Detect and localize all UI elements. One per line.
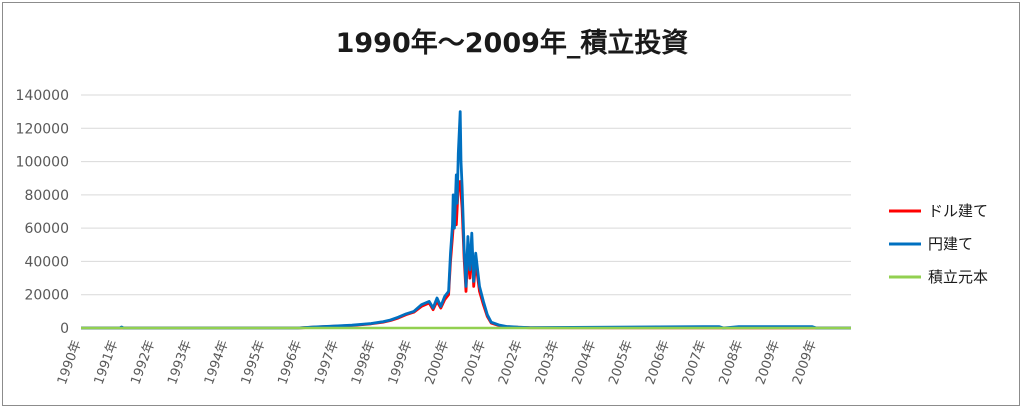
legend-label: 積立元本 — [928, 268, 988, 286]
gridlines — [81, 94, 851, 329]
x-tick-label: 2009年 — [753, 338, 783, 386]
x-tick-label: 1994年 — [202, 338, 232, 386]
x-tick-label: 2000年 — [422, 338, 452, 386]
x-tick-label: 1998年 — [349, 338, 379, 386]
x-tick-label: 1992年 — [128, 338, 158, 386]
x-tick-label: 1995年 — [239, 338, 269, 386]
x-tick-label: 1991年 — [92, 338, 122, 386]
x-tick-label: 1997年 — [312, 338, 342, 386]
chart-title: 1990年～2009年_積立投資 — [335, 28, 689, 59]
x-tick-label: 2008年 — [717, 338, 747, 386]
x-tick-label: 1996年 — [275, 338, 305, 386]
x-tick-label: 2002年 — [496, 338, 526, 386]
x-axis-ticks: 1990年 1991年 1992年 1993年 1994年 1995年 1996年 1997年… — [55, 338, 820, 386]
line-chart: 020000400006000080000100000120000140000 … — [16, 88, 988, 387]
y-tick-label: 120000 — [16, 121, 69, 137]
y-tick-label: 140000 — [16, 88, 69, 104]
x-tick-label: 2006年 — [643, 338, 673, 386]
x-tick-label: 2009年 — [790, 338, 820, 386]
y-tick-label: 60000 — [24, 221, 69, 237]
x-tick-label: 2003年 — [533, 338, 563, 386]
legend-label: ドル建て — [928, 202, 988, 220]
x-tick-label: 1993年 — [165, 338, 195, 386]
x-tick-label: 2004年 — [570, 338, 600, 386]
x-tick-label: 2005年 — [606, 338, 636, 386]
y-tick-label: 0 — [60, 321, 69, 337]
y-tick-label: 20000 — [24, 288, 69, 304]
y-tick-label: 100000 — [16, 155, 69, 171]
y-tick-label: 80000 — [24, 188, 69, 204]
x-tick-label: 2007年 — [680, 338, 710, 386]
chart-frame: 1990年～2009年_積立投資 0 20000 40000 60000 80000 10… — [2, 2, 1020, 406]
x-tick-label: 1990年 — [55, 338, 85, 386]
series-line-1 — [81, 110, 851, 330]
x-tick-label: 2001年 — [459, 338, 489, 386]
legend-label: 円建て — [928, 235, 973, 253]
x-tick-label: 1999年 — [386, 338, 416, 386]
y-axis-ticks: 0 20000 40000 60000 80000 100000 120000 140000 — [16, 88, 69, 337]
series-lines — [81, 110, 852, 330]
y-tick-label: 40000 — [24, 254, 69, 270]
